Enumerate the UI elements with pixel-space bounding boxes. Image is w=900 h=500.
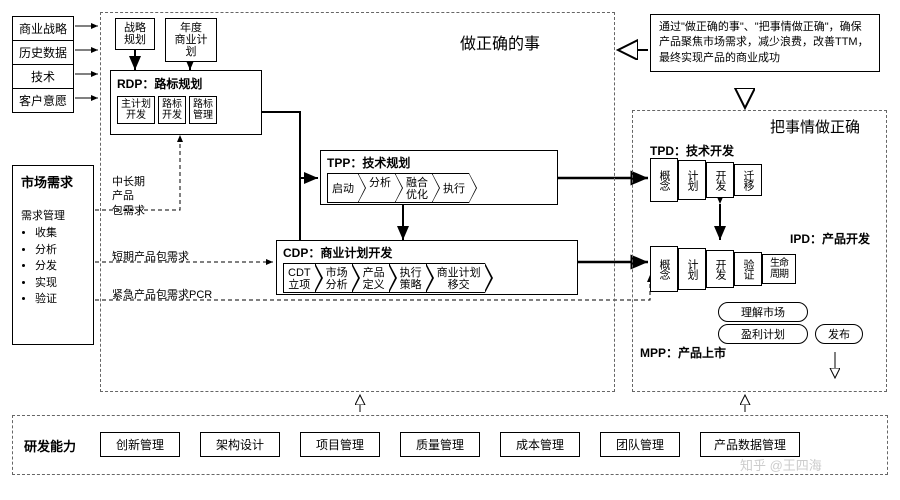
- market-item: 收集: [35, 225, 85, 242]
- market-item: 分发: [35, 258, 85, 275]
- watermark: 知乎 @王四海: [740, 455, 822, 474]
- note-box: 通过"做正确的事"、"把事情做正确"，确保产品聚焦市场需求，减少浪费，改善TTM…: [650, 14, 880, 72]
- ipd-step: 开发: [706, 250, 734, 288]
- tpd-title: TPD：技术开发: [650, 142, 734, 159]
- block-cdp: CDP：商业计划开发 CDT 立项 市场 分析 产品 定义 执行 策略 商业计划…: [276, 240, 578, 295]
- input-customer-wish: 客户意愿: [12, 88, 74, 113]
- market-title: 市场需求: [21, 172, 85, 191]
- ipd-step: 概念: [650, 246, 678, 292]
- tpp-title: TPP：技术规划: [327, 154, 551, 171]
- rdp-step: 路标 开发: [158, 96, 186, 124]
- market-section: 需求管理: [21, 207, 85, 223]
- tpd-step: 概念: [650, 158, 678, 202]
- label-midterm: 中长期 产品 包需求: [112, 175, 145, 218]
- market-item: 分析: [35, 242, 85, 259]
- cap-item: 产品数据管理: [700, 432, 800, 457]
- tpd-step: 开发: [706, 162, 734, 198]
- label-urgent: 紧急产品包需求PCR: [112, 286, 212, 302]
- input-business-strategy: 商业战略: [12, 16, 74, 41]
- block-market-demand: 市场需求 需求管理 收集 分析 分发 实现 验证: [12, 165, 94, 345]
- cap-item: 项目管理: [300, 432, 380, 457]
- box-annual-plan: 年度 商业计划: [165, 18, 217, 62]
- cap-item: 团队管理: [600, 432, 680, 457]
- cap-item: 创新管理: [100, 432, 180, 457]
- label-short: 短期产品包需求: [112, 248, 189, 264]
- tpp-step: 启动: [327, 173, 358, 203]
- ipd-step: 生命 周期: [762, 254, 796, 284]
- input-history-data: 历史数据: [12, 40, 74, 65]
- block-rdp: RDP：路标规划 主计划 开发 路标 开发 路标 管理: [110, 70, 262, 135]
- input-technology: 技术: [12, 64, 74, 89]
- cap-item: 架构设计: [200, 432, 280, 457]
- tpd-step: 迁移: [734, 164, 762, 196]
- mpp-pill-profit: 盈利计划: [718, 324, 808, 344]
- ipd-title: IPD：产品开发: [790, 230, 870, 247]
- cdp-title: CDP：商业计划开发: [283, 244, 571, 261]
- cap-item: 成本管理: [500, 432, 580, 457]
- funnel-ipd: 概念 计划 开发 验证 生命 周期: [650, 246, 796, 292]
- title-do-thing-right: 把事情做正确: [770, 116, 860, 137]
- funnel-tpd: 概念 计划 开发 迁移: [650, 158, 762, 202]
- tpd-step: 计划: [678, 160, 706, 200]
- rdp-title: RDP：路标规划: [117, 75, 255, 92]
- mpp-title: MPP：产品上市: [640, 344, 726, 361]
- block-tpp: TPP：技术规划 启动 分析 融合 优化 执行: [320, 150, 558, 205]
- box-strategy-plan: 战略 规划: [115, 18, 155, 50]
- rdp-step: 路标 管理: [189, 96, 217, 124]
- cdp-step: CDT 立项: [283, 263, 315, 293]
- rdp-step: 主计划 开发: [117, 96, 155, 124]
- bottom-title: 研发能力: [24, 436, 76, 455]
- market-item: 验证: [35, 291, 85, 308]
- cap-item: 质量管理: [400, 432, 480, 457]
- cdp-step: 商业计划 移交: [426, 263, 485, 293]
- market-item: 实现: [35, 275, 85, 292]
- ipd-step: 计划: [678, 248, 706, 290]
- mpp-pill-release: 发布: [815, 324, 863, 344]
- title-do-right-thing: 做正确的事: [460, 30, 540, 54]
- ipd-step: 验证: [734, 252, 762, 286]
- mpp-pill-market: 理解市场: [718, 302, 808, 322]
